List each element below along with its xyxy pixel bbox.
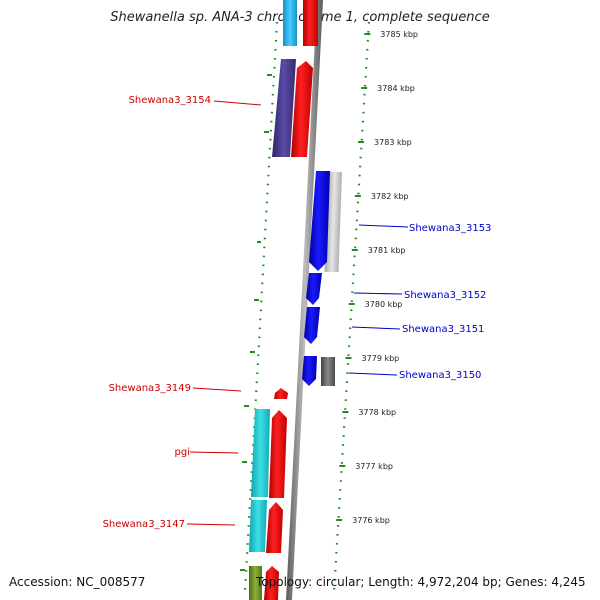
cds-shewana3-3153[interactable] bbox=[309, 171, 330, 271]
ruler-tick-label: 3781 kbp bbox=[368, 246, 406, 255]
cds-forward-top[interactable] bbox=[303, 0, 318, 46]
cds-forward-bottom[interactable] bbox=[264, 566, 279, 600]
cds-shewana3-3149[interactable] bbox=[274, 388, 288, 399]
topology-value: circular bbox=[315, 575, 361, 589]
map-title: Shewanella sp. ANA-3 chromosome 1, compl… bbox=[110, 10, 490, 25]
gene-label-shewana3-3153[interactable]: Shewana3_3153 bbox=[409, 223, 491, 234]
genome-summary: Topology: circular; Length: 4,972,204 bp… bbox=[256, 575, 586, 589]
length-label: Length: bbox=[368, 575, 414, 589]
gene-label-shewana3-3151[interactable]: Shewana3_3151 bbox=[402, 324, 484, 335]
accession-value: NC_008577 bbox=[76, 575, 146, 589]
cds-shewana3-3150[interactable] bbox=[302, 356, 317, 386]
cog-shewana3-3147[interactable] bbox=[249, 500, 267, 552]
topology-label: Topology: bbox=[256, 575, 313, 589]
gene-labels: Shewana3_3154 Shewana3_3153 Shewana3_315… bbox=[103, 95, 492, 530]
ruler-tick-label: 3776 kbp bbox=[352, 516, 390, 525]
ruler-tick-label: 3778 kbp bbox=[358, 408, 396, 417]
accession-text: Accession: NC_008577 bbox=[9, 575, 145, 589]
ruler-tick-label: 3784 kbp bbox=[377, 84, 415, 93]
accession-label: Accession: bbox=[9, 575, 73, 589]
gene-label-shewana3-3149[interactable]: Shewana3_3149 bbox=[109, 383, 191, 394]
gc-skew-marks bbox=[240, 74, 272, 571]
cog-shewana3-3150[interactable] bbox=[321, 357, 335, 386]
gene-label-shewana3-3154[interactable]: Shewana3_3154 bbox=[129, 95, 211, 106]
cds-shewana3-3147[interactable] bbox=[266, 502, 283, 553]
cds-cyan-top[interactable] bbox=[283, 0, 297, 46]
label-connectors bbox=[186, 100, 409, 526]
ruler-tick-label: 3779 kbp bbox=[362, 354, 400, 363]
cog-shewana3-3154[interactable] bbox=[272, 59, 296, 157]
gene-label-pgi[interactable]: pgi bbox=[175, 447, 190, 458]
cds-features bbox=[249, 0, 342, 600]
genes-label: Genes: bbox=[505, 575, 548, 589]
cog-pgi[interactable] bbox=[251, 409, 270, 497]
gene-label-shewana3-3152[interactable]: Shewana3_3152 bbox=[404, 290, 486, 301]
ruler-tick-label: 3780 kbp bbox=[365, 300, 403, 309]
length-value: 4,972,204 bp bbox=[417, 575, 498, 589]
genes-value: 4,245 bbox=[551, 575, 586, 589]
cds-shewana3-3152[interactable] bbox=[306, 273, 322, 305]
ruler-tick-label: 3785 kbp bbox=[380, 30, 418, 39]
ruler-tick-label: 3783 kbp bbox=[374, 138, 412, 147]
gene-label-shewana3-3150[interactable]: Shewana3_3150 bbox=[399, 370, 481, 381]
ruler-tick-label: 3782 kbp bbox=[371, 192, 409, 201]
gene-label-shewana3-3147[interactable]: Shewana3_3147 bbox=[103, 519, 185, 530]
ruler-tick-label: 3777 kbp bbox=[355, 462, 393, 471]
cds-shewana3-3154[interactable] bbox=[291, 61, 313, 157]
chromosome-backbone bbox=[286, 0, 323, 600]
cog-olive-bottom[interactable] bbox=[249, 566, 262, 600]
cds-shewana3-3151[interactable] bbox=[304, 307, 320, 344]
cds-pgi[interactable] bbox=[269, 410, 287, 498]
